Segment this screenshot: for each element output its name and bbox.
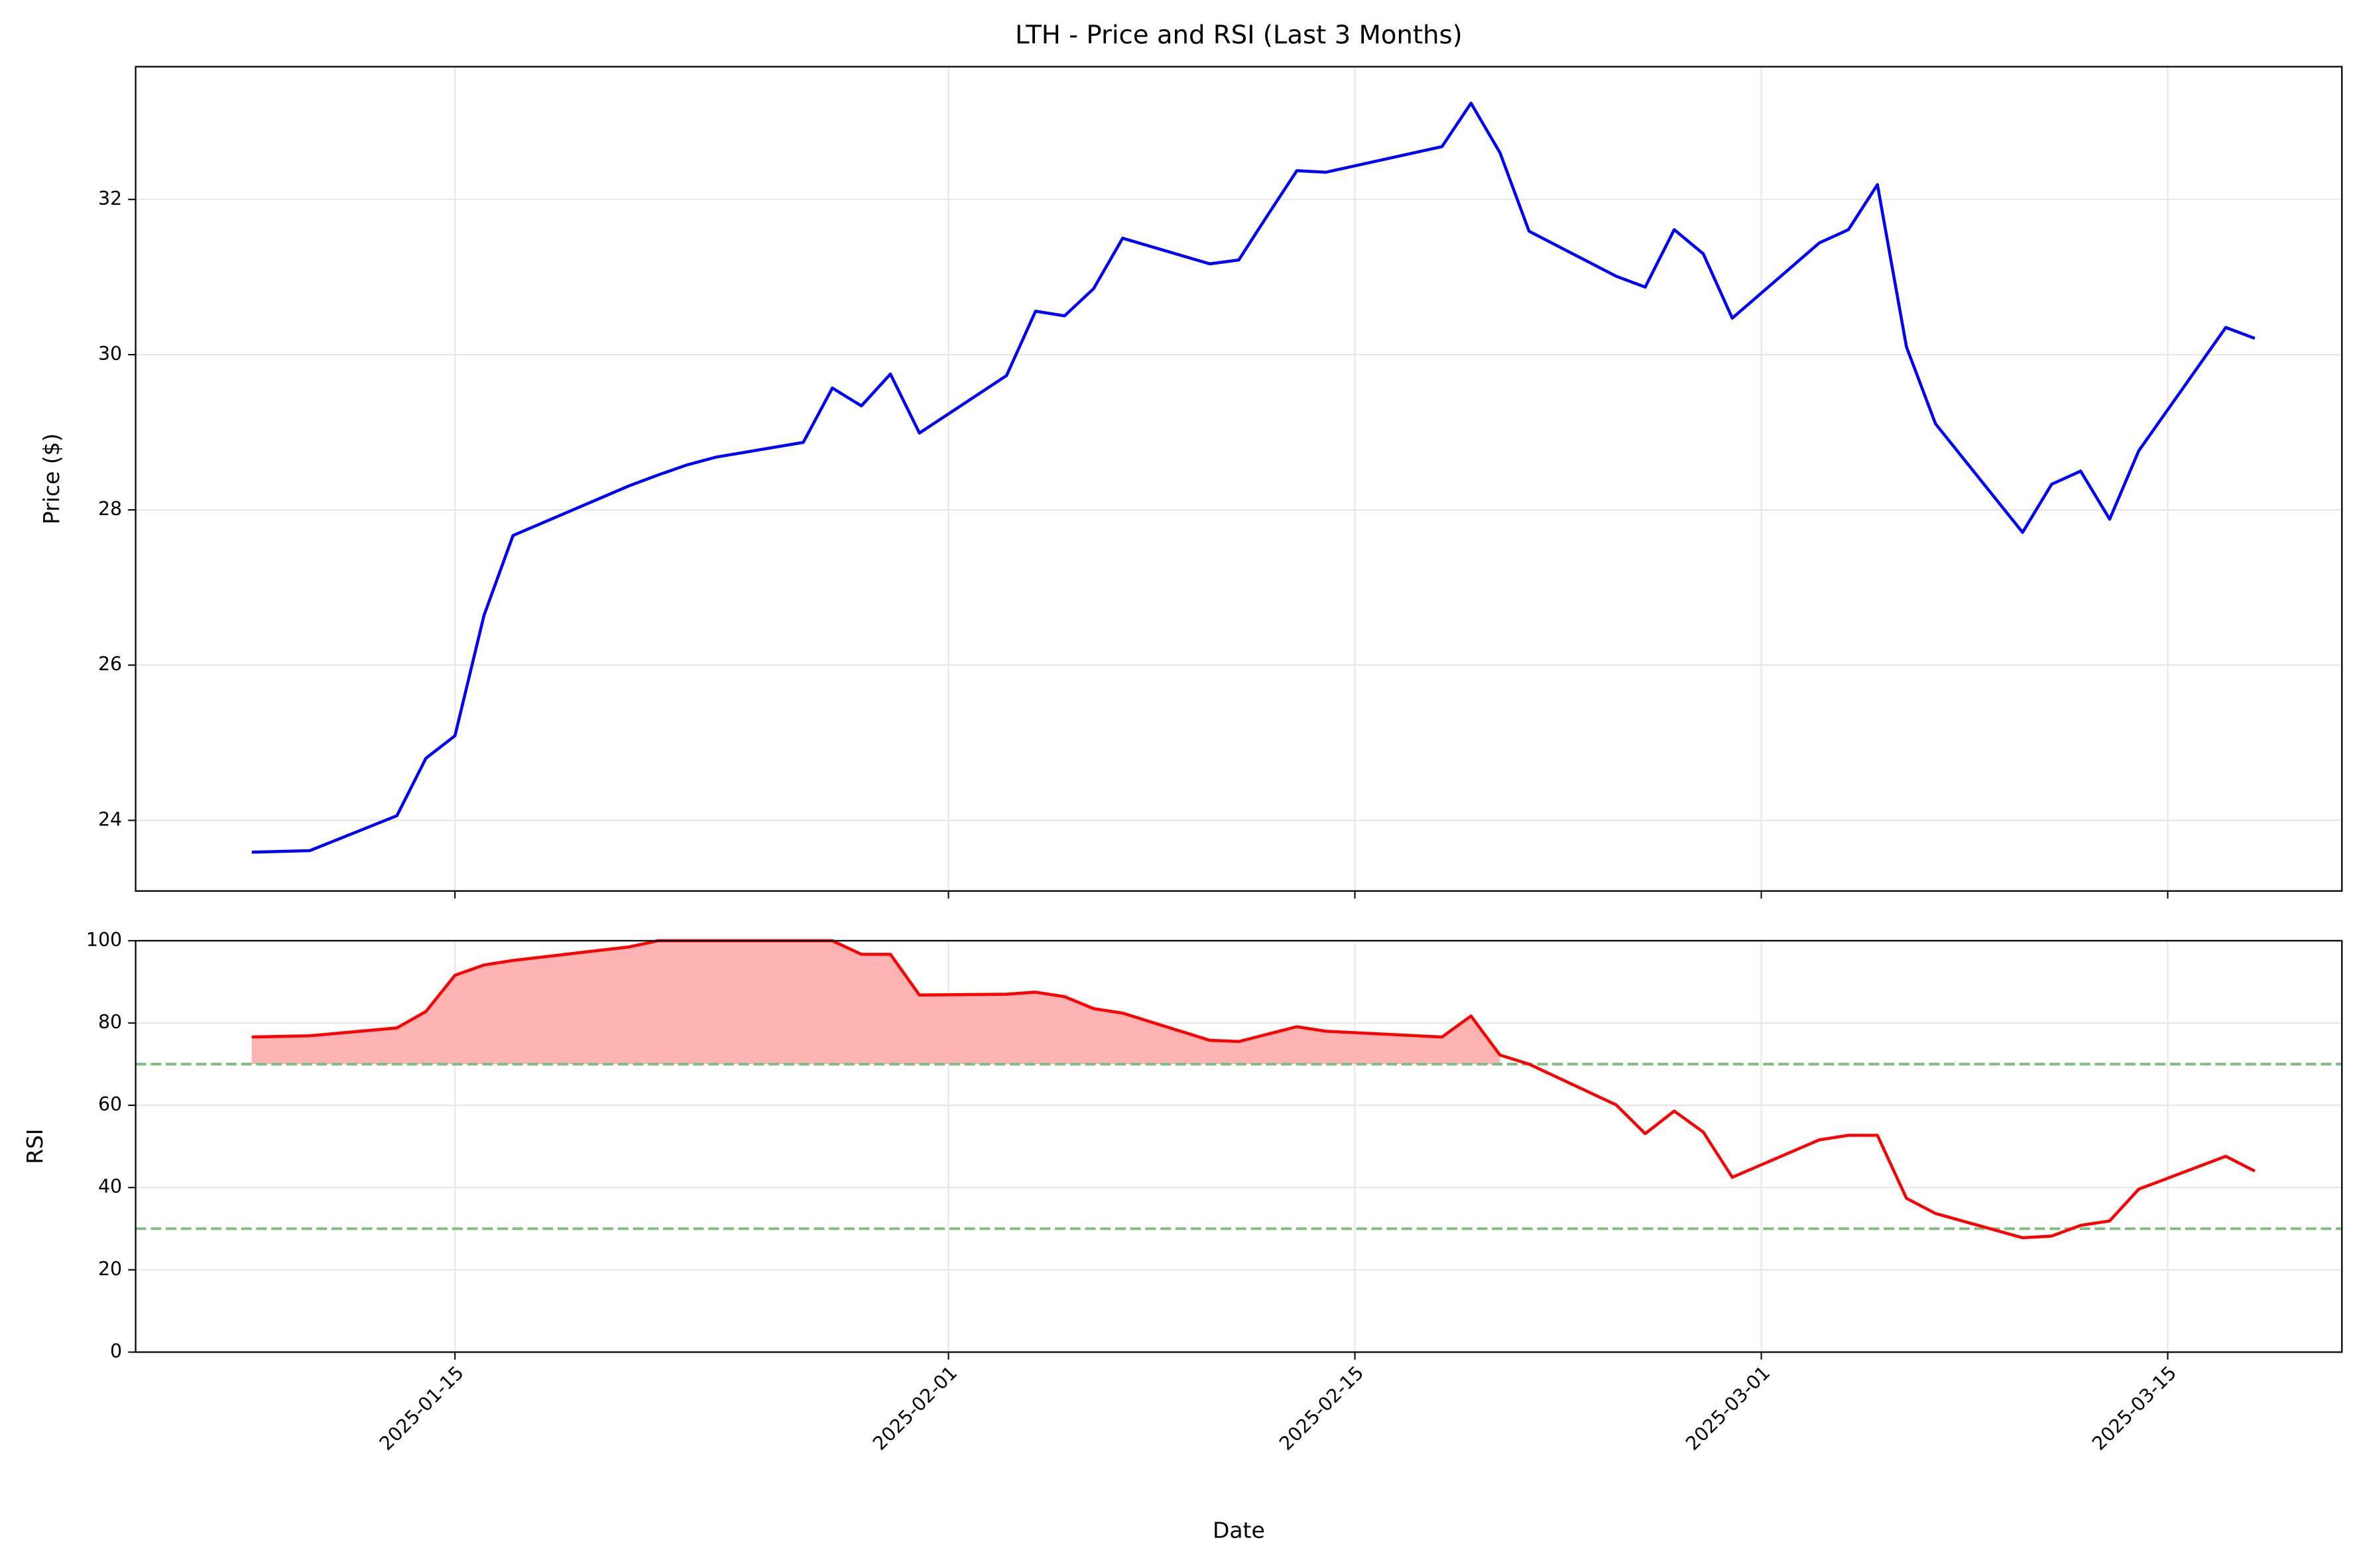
x-tick-label: 2025-03-15	[2088, 1362, 2181, 1455]
x-axis-label: Date	[1213, 1517, 1265, 1543]
panel: 24 26 28 30 32 Price ($)	[38, 66, 2343, 899]
y-tick-label: 80	[98, 1011, 122, 1033]
y-tick-label: 40	[98, 1176, 122, 1197]
y-tick-label: 24	[98, 808, 122, 830]
plot-frame	[135, 939, 2343, 1353]
y-axis-label: RSI	[22, 1128, 48, 1164]
x-tick-label: 2025-02-01	[869, 1362, 961, 1455]
x-tick-label: 2025-02-15	[1275, 1362, 1368, 1455]
y-tick-label: 28	[98, 498, 122, 520]
chart-title: LTH - Price and RSI (Last 3 Months)	[1015, 21, 1463, 50]
y-tick-label: 30	[98, 343, 122, 365]
y-tick-label: 20	[98, 1258, 122, 1280]
line	[251, 101, 2256, 854]
y-axis-label: Price ($)	[38, 433, 64, 524]
x-tick-label: 2025-01-15	[375, 1362, 468, 1455]
plot-frame	[135, 66, 2343, 892]
y-tick-label: 60	[98, 1093, 122, 1115]
overbought-fill	[251, 940, 1500, 1065]
x-tick-label: 2025-03-01	[1681, 1362, 1774, 1455]
y-tick-label: 100	[86, 929, 122, 951]
y-tick-label: 0	[110, 1340, 122, 1362]
panel: 0 20 40 60 80 100 2025-01-15 2025-02-01 2025-02-…	[22, 929, 2343, 1543]
y-tick-label: 26	[98, 653, 122, 675]
line	[251, 939, 2256, 1240]
y-tick-label: 32	[98, 188, 122, 210]
